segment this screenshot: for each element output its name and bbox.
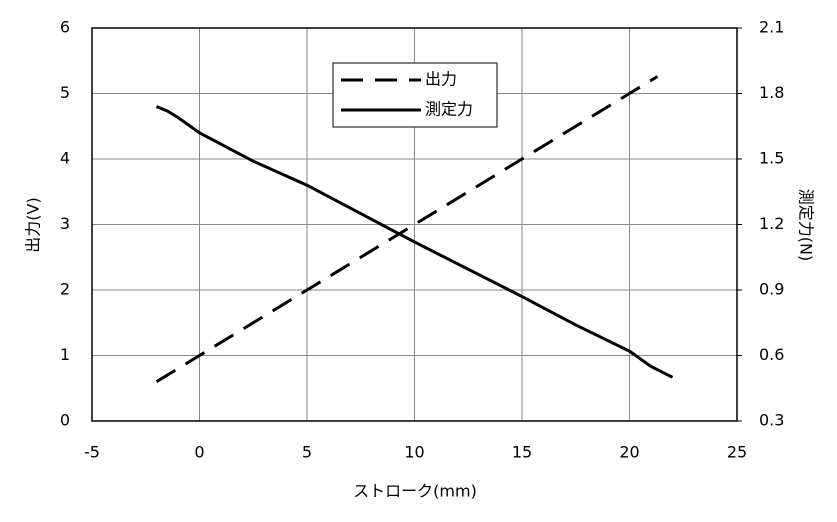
y2-tick-label: 0.6 — [759, 345, 784, 364]
y2-axis-label: 測定力(N) — [797, 189, 816, 261]
y-tick-label: 4 — [60, 149, 70, 168]
plot-frame — [91, 27, 738, 422]
y-tick-label: 1 — [60, 345, 70, 364]
y-tick-label: 6 — [60, 18, 70, 37]
legend-label: 出力 — [425, 70, 457, 89]
y2-tick-label: 2.1 — [759, 18, 784, 37]
x-tick-label: 15 — [512, 443, 532, 462]
y2-tick-label: 0.9 — [759, 280, 784, 299]
y2-tick-label: 1.5 — [759, 149, 784, 168]
y-tick-label: 5 — [60, 83, 70, 102]
y-axis-label: 出力(V) — [24, 197, 43, 252]
x-tick-label: 0 — [194, 443, 204, 462]
y2-tick-label: 0.3 — [759, 411, 784, 430]
y-tick-label: 0 — [60, 411, 70, 430]
y-tick-label: 2 — [60, 280, 70, 299]
y2-tick-label: 1.2 — [759, 214, 784, 233]
x-tick-label: -5 — [84, 443, 100, 462]
x-tick-label: 5 — [302, 443, 312, 462]
y2-tick-label: 1.8 — [759, 83, 784, 102]
line-series — [155, 75, 659, 383]
x-tick-label: 25 — [727, 443, 747, 462]
legend-label: 測定力 — [425, 100, 473, 119]
y-tick-label: 3 — [60, 214, 70, 233]
x-tick-label: 20 — [619, 443, 639, 462]
legend-box — [332, 62, 498, 128]
x-tick-label: 10 — [404, 443, 424, 462]
x-axis-label: ストローク(mm) — [353, 482, 477, 501]
line-series — [155, 105, 674, 379]
